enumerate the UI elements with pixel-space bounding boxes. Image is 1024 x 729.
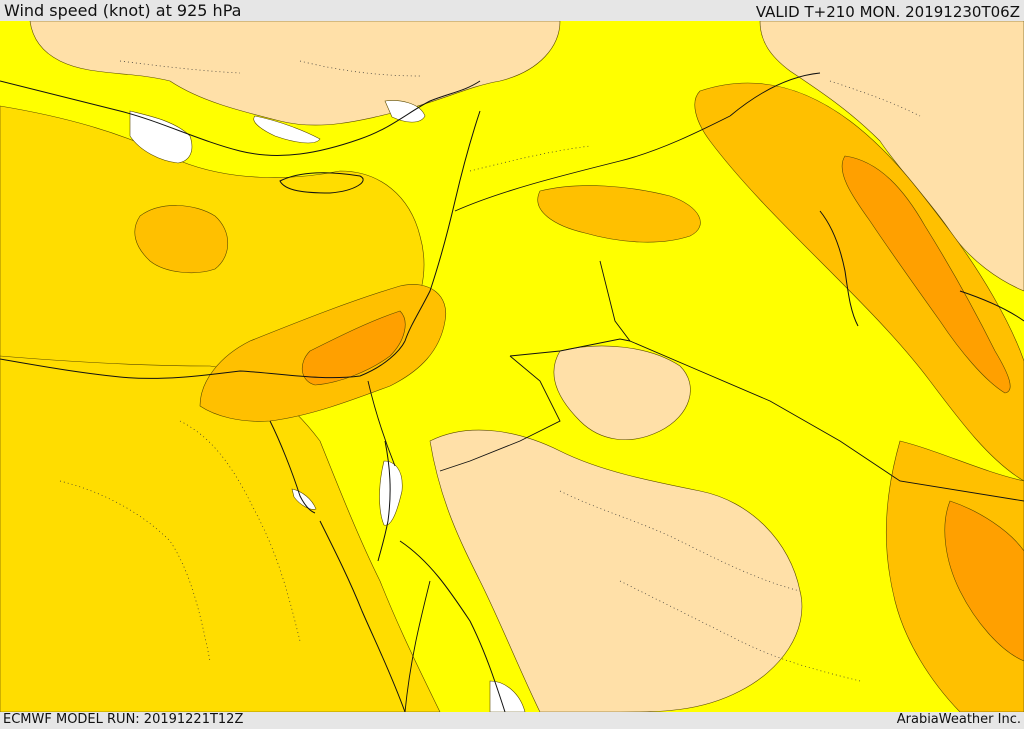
valid-time: VALID T+210 MON. 20191230T06Z	[755, 3, 1020, 21]
calm-patch-gulf-suez	[291, 488, 317, 510]
calm-patch-aegean	[129, 110, 193, 164]
borders	[367, 72, 1024, 712]
coastline-red-sea-west	[319, 520, 406, 712]
wind-band-strongest-delta	[302, 310, 406, 386]
coastline-gulf	[819, 210, 859, 327]
map-title: Wind speed (knot) at 925 hPa	[4, 1, 242, 20]
wind-speed-map	[0, 21, 1024, 712]
coastline-gulf-east	[959, 290, 1024, 322]
credit: ArabiaWeather Inc.	[896, 712, 1021, 727]
wind-band-light-arabia	[429, 429, 803, 712]
coastline-levant	[404, 110, 481, 342]
coastline-north-africa	[0, 340, 406, 379]
coastline-mediterranean-north	[0, 80, 481, 156]
header-bar: Wind speed (knot) at 925 hPa VALID T+210…	[0, 0, 1024, 21]
wind-band-strong-iraq	[694, 82, 1024, 482]
coastline-sinai	[377, 440, 391, 562]
coastline-red-sea-east	[399, 540, 506, 712]
wind-band-light-northeast	[759, 21, 1024, 292]
model-run: ECMWF MODEL RUN: 20191221T12Z	[3, 712, 244, 727]
calm-patch-aqaba	[379, 460, 403, 526]
footer-bar: ECMWF MODEL RUN: 20191221T12Z ArabiaWeat…	[0, 712, 1024, 729]
wind-band-strongest-gulf	[944, 500, 1024, 662]
border-jordan	[509, 338, 631, 357]
border-egypt-sudan	[404, 580, 431, 712]
border-turkey-syria	[454, 115, 731, 212]
coastline-suez-aqaba	[269, 420, 316, 514]
border-syria-iraq	[599, 260, 1024, 502]
wind-band-moderate-egypt	[0, 355, 441, 712]
map-canvas	[0, 21, 1024, 712]
wind-band-strong-turkey-east	[537, 185, 701, 243]
calm-patch-turkey	[253, 115, 321, 144]
border-iraq-iran	[729, 72, 821, 117]
wind-band-strongest-tigris	[841, 155, 1011, 394]
border-egypt-israel	[367, 380, 396, 467]
wind-band-moderate-cyprus	[134, 205, 228, 274]
coastline-cyprus	[279, 172, 364, 194]
wind-band-light-syria	[553, 345, 691, 441]
calm-patch-red-sea	[489, 680, 526, 712]
border-jordan-saudi	[439, 355, 561, 472]
wind-band-light-turkey	[29, 21, 561, 126]
coastlines	[0, 80, 1024, 712]
admin-boundaries	[59, 60, 921, 682]
